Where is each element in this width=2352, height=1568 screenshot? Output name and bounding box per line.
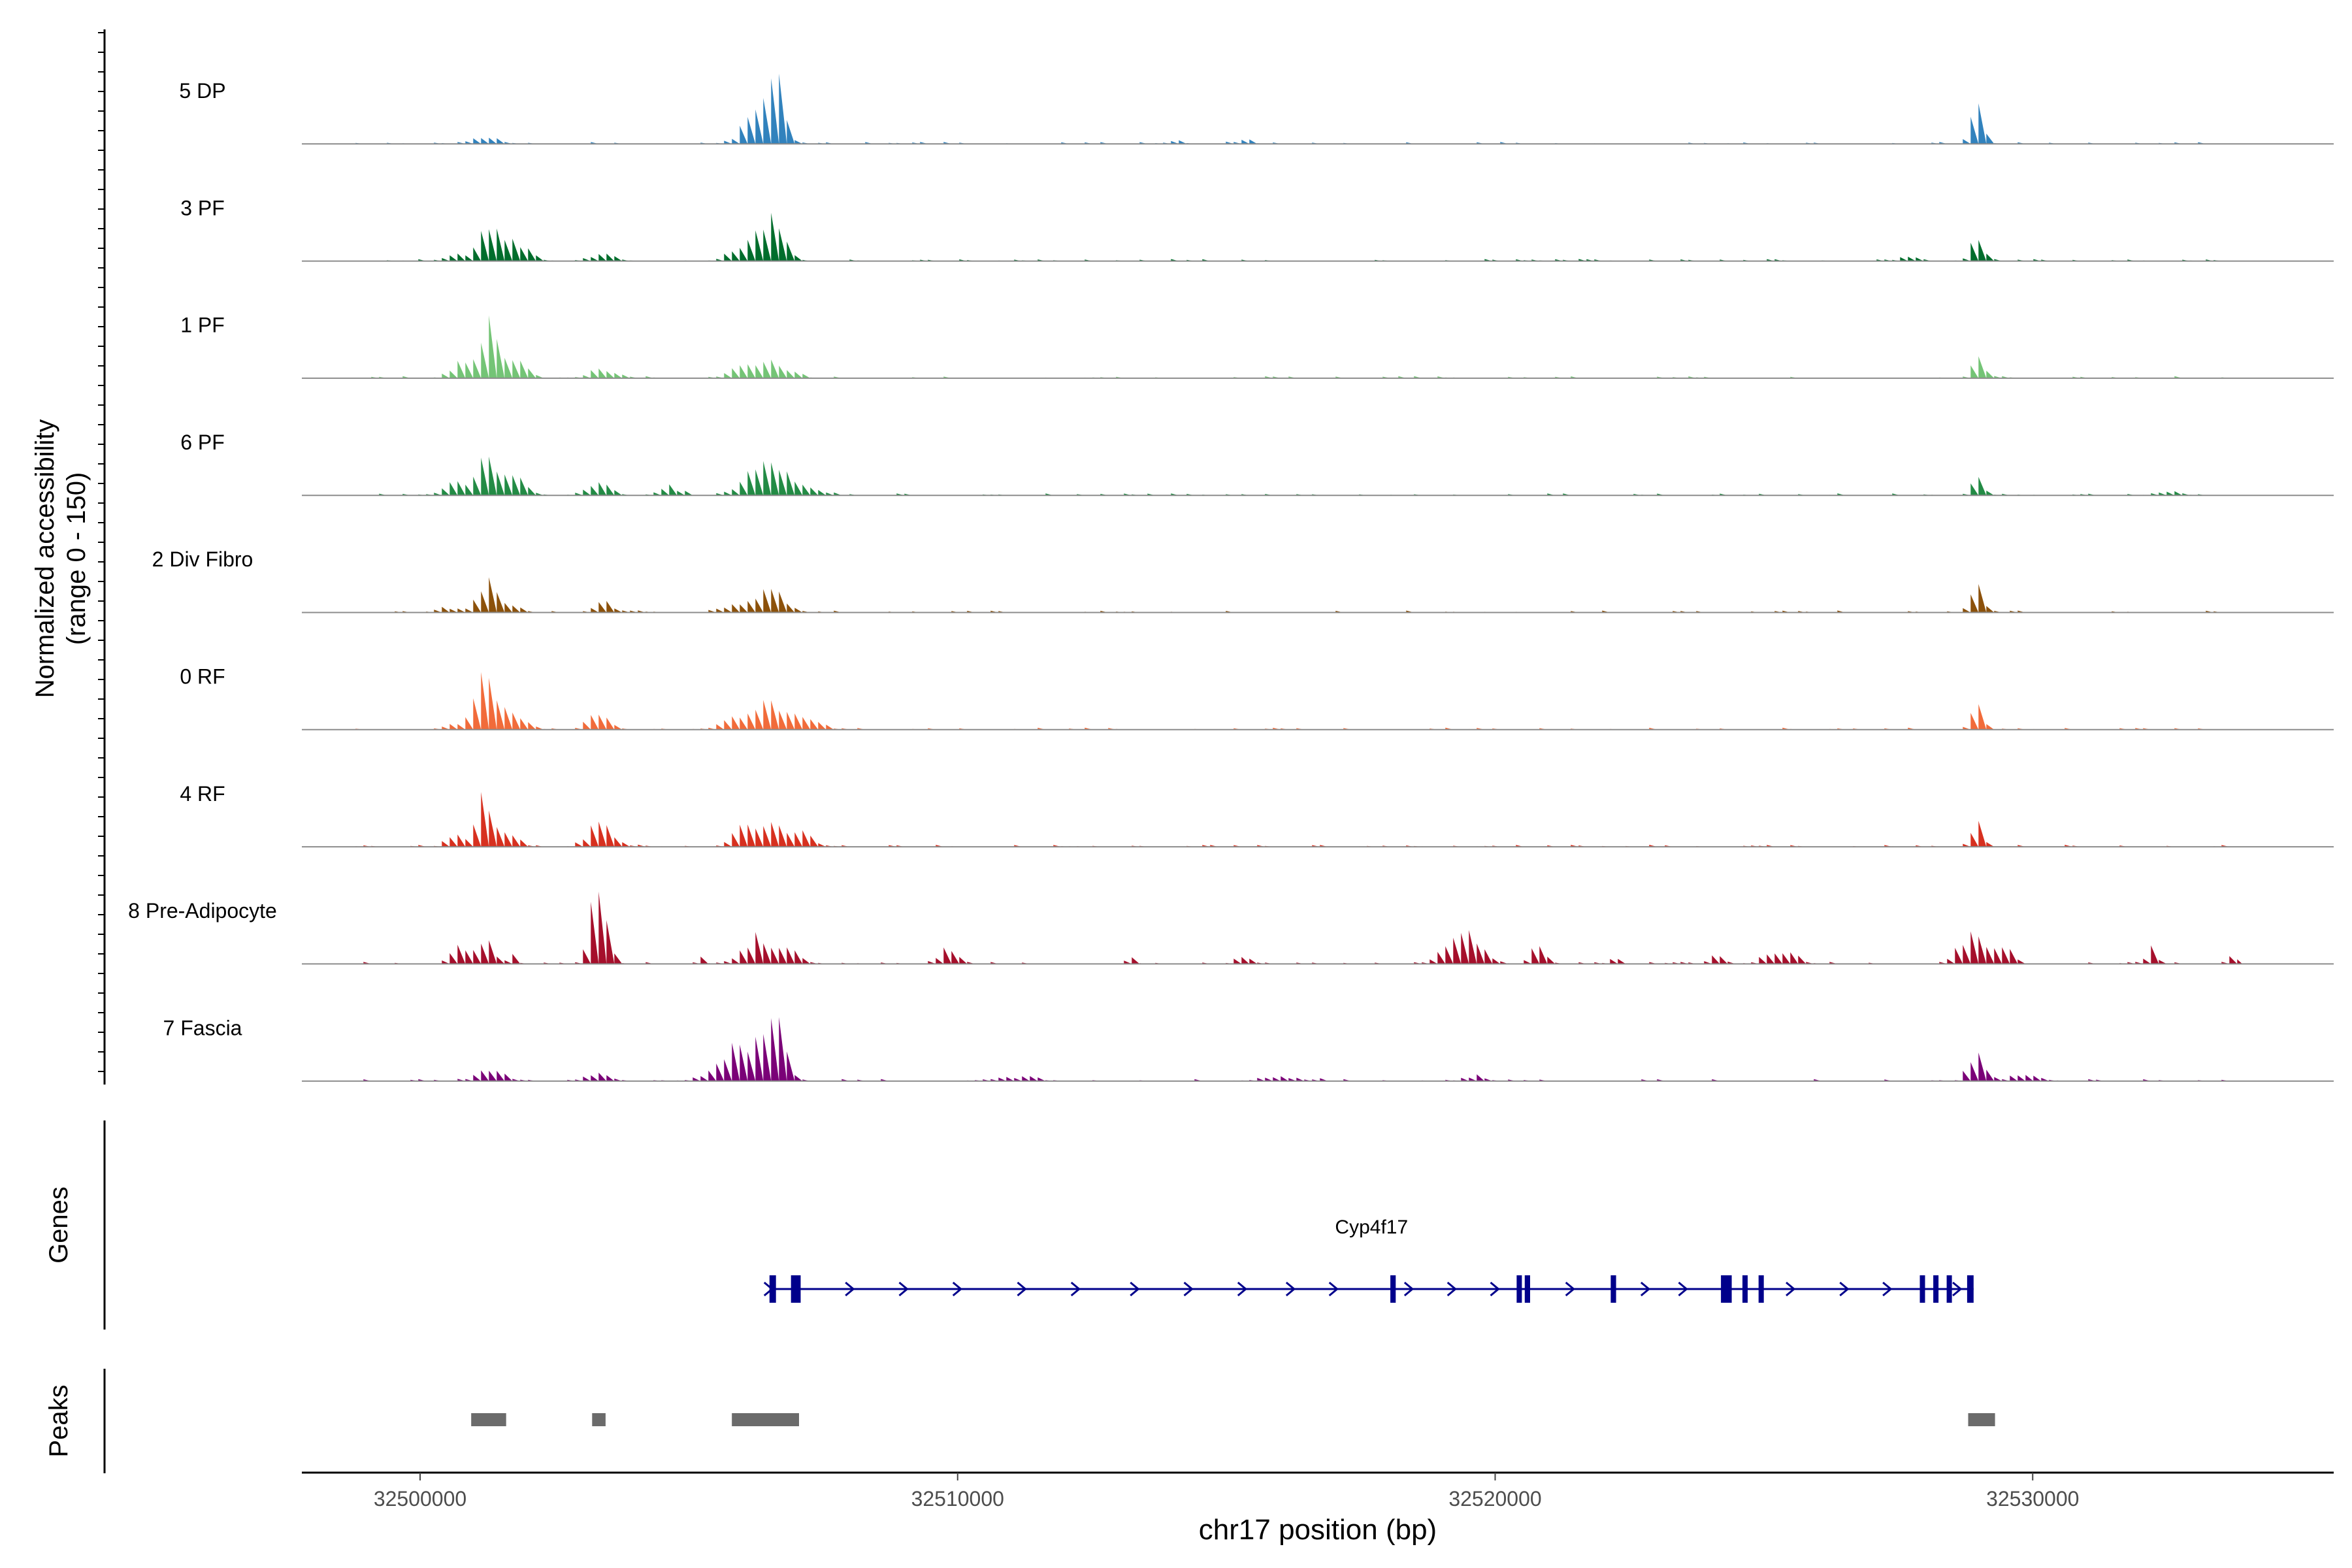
track-coverage-7 (355, 891, 2243, 964)
peak-region-3 (1968, 1413, 1995, 1426)
peaks-label: Peaks (44, 1384, 73, 1457)
gene-strand-arrow-5 (1070, 1281, 1081, 1297)
gene-exon-5 (1610, 1275, 1616, 1303)
gene-exon-10 (1933, 1275, 1939, 1303)
coverage-y-label-line1: Normalized accessibility (31, 419, 59, 698)
gene-strand-arrow-18 (1839, 1281, 1850, 1297)
gene-strand-arrow-8 (1237, 1281, 1248, 1297)
track-coverage-1 (355, 212, 2243, 261)
track-coverage-4 (355, 577, 2243, 613)
x-ticks: 32500000 32510000 32520000 32530000 (374, 1473, 2079, 1511)
track-coverage-8 (355, 1017, 2243, 1081)
x-tick-label-3: 32530000 (1986, 1487, 2079, 1511)
gene-strand-arrow-16 (1678, 1281, 1688, 1297)
track-4: 2 Div Fibro (152, 547, 2334, 613)
x-axis: 32500000 32510000 32520000 32530000 chr17 p… (302, 1471, 2334, 1546)
track-coverage-3 (355, 456, 2243, 496)
gene-strand-arrow-11 (1403, 1281, 1414, 1297)
track-label-2: 1 PF (180, 314, 225, 337)
gene-strand-arrow-4 (1017, 1281, 1027, 1297)
gene-strand-arrow-2 (898, 1281, 909, 1297)
gene-exon-12 (1967, 1275, 1974, 1303)
gene-exon-9 (1919, 1275, 1925, 1303)
gene-strand-arrow-1 (845, 1281, 855, 1297)
gene-strand-arrow-3 (952, 1281, 963, 1297)
track-coverage-6 (355, 792, 2243, 847)
coverage-tracks: 5 DP 3 PF 1 PF 6 PF 2 Div Fibro 0 RF 4 RF 8 Pre… (128, 73, 2334, 1082)
peaks-panel: Peaks (44, 1369, 1995, 1473)
gene-exon-1 (791, 1275, 801, 1303)
gene-exon-7 (1742, 1275, 1748, 1303)
gene-strand-arrow-0 (791, 1281, 802, 1297)
gene-strand-arrow-13 (1490, 1281, 1500, 1297)
x-tick-label-2: 32520000 (1448, 1487, 1541, 1511)
gene-exon-3 (1516, 1275, 1522, 1303)
gene-strand-arrow-start (763, 1281, 774, 1297)
gene-strand-arrow-10 (1328, 1281, 1339, 1297)
gene-strand-arrow-7 (1183, 1281, 1194, 1297)
gene-strand-arrow-12 (1446, 1281, 1458, 1297)
gene-strand-arrow-14 (1565, 1281, 1576, 1297)
coverage-y-label-line2: (range 0 - 150) (62, 472, 91, 645)
track-5: 0 RF (180, 665, 2334, 730)
track-label-7: 8 Pre-Adipocyte (128, 899, 277, 923)
gene-exon-4 (1524, 1275, 1530, 1303)
gene-exon-8 (1758, 1275, 1764, 1303)
track-label-5: 0 RF (180, 665, 225, 689)
gene-exon-6 (1721, 1275, 1732, 1303)
gene-exon-2 (1390, 1275, 1396, 1303)
track-0: 5 DP (179, 73, 2334, 145)
track-8: 7 Fascia (163, 1016, 2334, 1082)
track-coverage-0 (355, 73, 2243, 144)
track-1: 3 PF (180, 196, 2334, 262)
track-2: 1 PF (180, 314, 2334, 379)
peak-region-1 (592, 1413, 606, 1426)
track-label-0: 5 DP (179, 79, 225, 103)
track-label-6: 4 RF (180, 782, 225, 806)
track-3: 6 PF (180, 431, 2334, 497)
track-label-4: 2 Div Fibro (152, 547, 253, 571)
x-axis-label: chr17 position (bp) (1199, 1514, 1437, 1546)
gene-strand-arrow-20 (1952, 1281, 1963, 1297)
genes-panel: Genes Cyp4f17 (44, 1120, 1974, 1330)
peak-region-0 (471, 1413, 506, 1426)
peak-region-2 (732, 1413, 799, 1426)
gene-strand-arrow-9 (1285, 1281, 1296, 1297)
gene-exon-11 (1946, 1275, 1952, 1303)
track-coverage-5 (355, 672, 2243, 730)
gene-strand-arrow-6 (1130, 1281, 1140, 1297)
track-6: 4 RF (180, 782, 2334, 848)
gene-strand-arrow-15 (1640, 1281, 1651, 1297)
x-tick-label-1: 32510000 (911, 1487, 1004, 1511)
x-tick-label-0: 32500000 (374, 1487, 466, 1511)
gene-model (763, 1275, 1974, 1303)
track-label-8: 7 Fascia (163, 1016, 242, 1039)
coverage-panel: Normalized accessibility (range 0 - 150)… (31, 29, 2334, 1085)
gene-strand-arrow-17 (1786, 1281, 1796, 1297)
track-label-3: 6 PF (180, 431, 225, 454)
track-label-1: 3 PF (180, 196, 225, 220)
genes-label: Genes (44, 1186, 73, 1264)
coverage-y-ticks (98, 32, 105, 1072)
track-7: 8 Pre-Adipocyte (128, 891, 2334, 965)
gene-name-label: Cyp4f17 (1335, 1217, 1408, 1238)
gene-strand-arrow-19 (1882, 1281, 1893, 1297)
track-coverage-2 (355, 315, 2243, 378)
peak-regions (471, 1413, 1995, 1426)
